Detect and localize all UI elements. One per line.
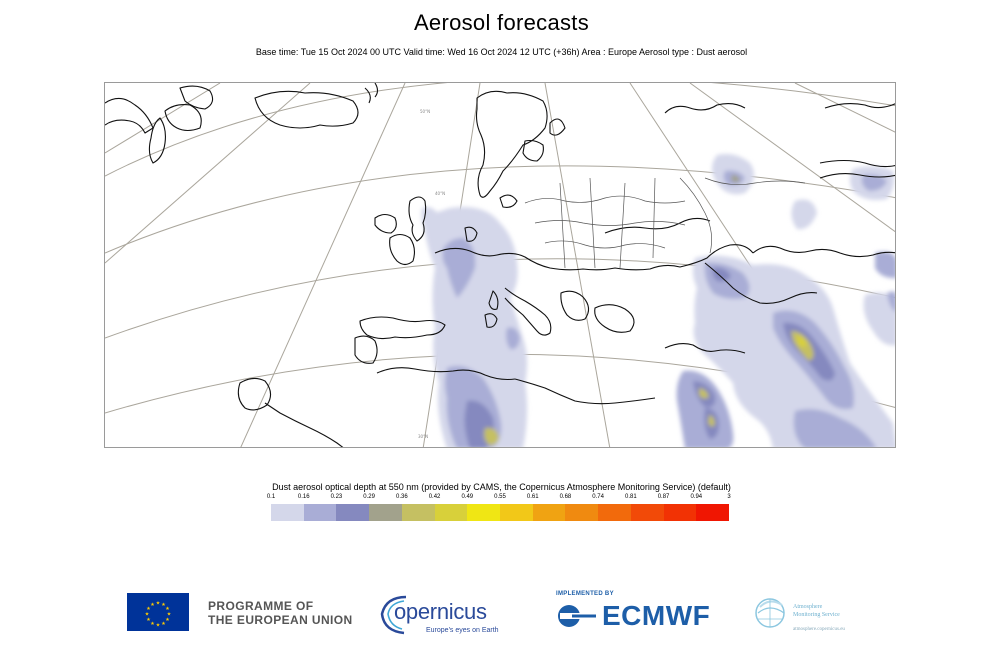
lat-label-30: 30°N	[418, 434, 428, 439]
colorbar-swatch	[532, 504, 566, 521]
eu-flag-icon: ★ ★ ★ ★ ★ ★ ★ ★ ★ ★ ★ ★	[127, 593, 189, 631]
eu-star-icon: ★	[161, 621, 166, 627]
eu-star-icon: ★	[161, 602, 166, 608]
eu-line-1: PROGRAMME OF	[208, 599, 314, 613]
page-title: Aerosol forecasts	[413, 10, 590, 35]
eu-star-icon: ★	[150, 602, 155, 608]
colorbar-tick-label: 0.74	[592, 494, 604, 500]
forecast-subtitle: Base time: Tue 15 Oct 2024 00 UTC Valid …	[255, 47, 748, 57]
copernicus-logo-icon	[380, 595, 407, 635]
colorbar-swatch	[663, 504, 697, 521]
eu-star-icon: ★	[167, 611, 172, 617]
eu-star-icon: ★	[150, 621, 155, 627]
colorbar-swatch	[565, 504, 599, 521]
copernicus-wordmark: opernicus	[394, 599, 487, 624]
eu-star-icon: ★	[165, 617, 170, 623]
eu-star-icon: ★	[165, 606, 170, 612]
ecmwf-logo-icon	[558, 605, 596, 627]
colorbar-tick-label: 0.36	[396, 494, 408, 500]
colorbar-tick-label: 0.49	[461, 494, 474, 500]
colorbar-title: Dust aerosol optical depth at 550 nm (pr…	[272, 482, 731, 492]
implemented-by-label: IMPLEMENTED BY	[556, 591, 614, 597]
colorbar-tick-label: 0.87	[657, 494, 670, 500]
latitude-labels: 50°N 40°N 30°N	[418, 109, 445, 439]
colorbar-swatch	[467, 504, 501, 521]
colorbar-tick-label: 0.81	[625, 494, 637, 500]
ecmwf-wordmark: ECMWF	[602, 600, 711, 631]
footer-logos: ★ ★ ★ ★ ★ ★ ★ ★ ★ ★ ★ ★ PROGRAMME OF THE EUROPEAN U…	[0, 585, 1003, 645]
lat-label-50: 50°N	[420, 109, 430, 114]
colorbar-swatch	[401, 504, 435, 521]
atmo-line-1: Atmosphere	[793, 604, 823, 610]
colorbar-swatch	[696, 504, 730, 521]
colorbar-tick-label: 0.42	[428, 494, 441, 500]
coastlines	[105, 83, 895, 447]
colorbar-tick-label: 0.1	[266, 494, 276, 500]
colorbar-tick-label: 3	[727, 494, 731, 500]
colorbar-swatch	[369, 504, 402, 521]
colorbar-swatch	[303, 504, 337, 521]
eu-programme-text: PROGRAMME OF THE EUROPEAN UNION	[208, 599, 353, 627]
colorbar-tick-label: 0.55	[494, 494, 506, 500]
colorbar-swatch	[500, 504, 533, 521]
colorbar-tick-label: 0.61	[526, 494, 539, 500]
colorbar-ticks: 0.1 0.16 0.23 0.29 0.36 0.42 0.49 0.55 0.61 0.68 0…	[266, 494, 736, 504]
colorbar-swatch	[336, 504, 370, 521]
copernicus-tagline: Europe's eyes on Earth	[426, 627, 499, 634]
colorbar-swatch	[434, 504, 468, 521]
colorbar-tick-label: 0.68	[559, 494, 572, 500]
eu-line-2: THE EUROPEAN UNION	[208, 613, 353, 627]
colorbar	[271, 504, 730, 521]
eu-star-icon: ★	[146, 617, 151, 623]
lat-label-40: 40°N	[435, 191, 445, 196]
dust-field	[421, 154, 895, 447]
eu-star-icon: ★	[145, 611, 150, 617]
eu-star-icon: ★	[146, 606, 151, 612]
colorbar-tick-label: 0.23	[330, 494, 343, 500]
colorbar-swatch	[598, 504, 631, 521]
colorbar-tick-label: 0.29	[363, 494, 375, 500]
atmo-line-2: Monitoring Service	[793, 612, 840, 618]
atmosphere-service-name: Atmosphere Monitoring Service	[793, 603, 840, 619]
colorbar-swatch	[630, 504, 664, 521]
colorbar-tick-label: 0.94	[690, 494, 703, 500]
atmosphere-service-logo-icon	[755, 598, 785, 628]
forecast-map[interactable]: 50°N 40°N 30°N	[104, 82, 896, 448]
eu-star-icon: ★	[156, 622, 161, 628]
colorbar-tick-label: 0.16	[297, 494, 310, 500]
borders	[524, 177, 806, 269]
colorbar-swatch	[271, 504, 304, 521]
eu-star-icon: ★	[156, 600, 161, 606]
atmosphere-service-url: atmosphere.copernicus.eu	[793, 627, 845, 632]
